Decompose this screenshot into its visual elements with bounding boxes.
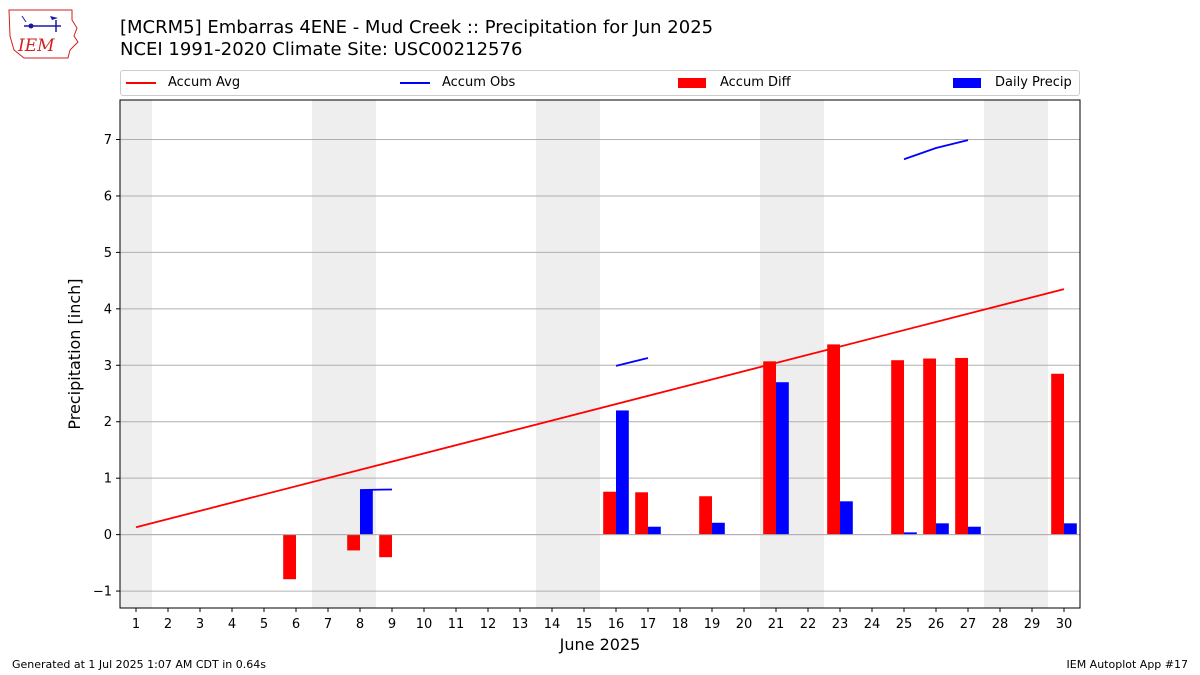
- daily-precip-bar: [1064, 523, 1077, 535]
- daily-precip-bar: [360, 490, 373, 535]
- accum-diff-bar: [283, 534, 296, 580]
- x-tick-label: 11: [448, 617, 465, 632]
- x-tick-label: 25: [896, 617, 913, 632]
- legend-swatch: [953, 78, 981, 88]
- x-tick-label: 1: [132, 617, 140, 632]
- x-tick-label: 2: [164, 617, 172, 632]
- x-tick-label: 14: [544, 617, 561, 632]
- daily-precip-bar: [616, 410, 629, 535]
- x-tick-label: 4: [228, 617, 236, 632]
- iem-state-logo-icon: [8, 9, 79, 59]
- legend-label: Accum Obs: [442, 75, 516, 90]
- legend-swatch: [400, 82, 430, 84]
- x-tick-label: 20: [736, 617, 753, 632]
- x-tick-label: 22: [800, 617, 817, 632]
- legend-swatch: [678, 78, 706, 88]
- y-tick-label: 2: [104, 415, 112, 430]
- daily-precip-bar: [936, 523, 949, 535]
- x-tick-label: 10: [416, 617, 433, 632]
- x-tick-label: 9: [388, 617, 396, 632]
- x-tick-label: 5: [260, 617, 268, 632]
- daily-precip-bar: [712, 522, 725, 535]
- x-axis-label: June 2025: [559, 635, 641, 654]
- x-tick-label: 7: [324, 617, 332, 632]
- y-tick-label: 3: [104, 359, 112, 374]
- accum-diff-bar: [347, 534, 360, 551]
- weekend-band: [120, 100, 152, 608]
- accum-diff-bar: [1051, 373, 1064, 535]
- plot-frame: [119, 99, 1081, 609]
- footer-app: IEM Autoplot App #17: [1066, 658, 1189, 671]
- accum-diff-bar: [923, 358, 936, 535]
- weekend-shading: [120, 100, 1048, 608]
- x-tick-label: 16: [608, 617, 625, 632]
- accum-obs-line: [359, 488, 393, 491]
- accum-obs-line: [615, 357, 649, 367]
- x-tick-label: 26: [928, 617, 945, 632]
- daily-precip-bar: [904, 532, 917, 535]
- y-gridlines: [120, 139, 1080, 592]
- y-tick-label: 4: [104, 302, 112, 317]
- y-axis-label: Precipitation [inch]: [65, 278, 84, 429]
- accum-diff-bar: [763, 361, 776, 535]
- x-tick-label: 24: [864, 617, 881, 632]
- x-tick-label: 23: [832, 617, 849, 632]
- x-tick-label: 19: [704, 617, 721, 632]
- chart-title: [MCRM5] Embarras 4ENE - Mud Creek :: Pre…: [120, 17, 714, 38]
- y-tick-label: 6: [104, 189, 112, 204]
- x-tick-label: 18: [672, 617, 689, 632]
- bar-series: [120, 344, 1080, 580]
- y-tick-label: 7: [104, 133, 112, 148]
- y-tick-label: 5: [104, 246, 112, 261]
- plot-border: [119, 99, 1081, 609]
- x-tick-label: 28: [992, 617, 1009, 632]
- accum-diff-bar: [955, 357, 968, 535]
- accum-diff-bar: [603, 491, 616, 535]
- chart-legend: Accum Avg Accum Obs Accum Diff Daily Pre…: [120, 70, 1080, 96]
- daily-precip-bar: [968, 526, 981, 535]
- x-tick-label: 15: [576, 617, 593, 632]
- daily-precip-bar: [840, 501, 853, 535]
- x-tick-label: 27: [960, 617, 977, 632]
- accum-avg-line: [135, 288, 1065, 529]
- accum-diff-bar: [891, 360, 904, 535]
- x-tick-label: 13: [512, 617, 529, 632]
- iem-logo-text: IEM: [17, 36, 55, 56]
- footer-generated: Generated at 1 Jul 2025 1:07 AM CDT in 0…: [12, 658, 266, 671]
- x-tick-label: 17: [640, 617, 657, 632]
- x-tick-label: 29: [1024, 617, 1041, 632]
- accum-diff-bar: [827, 344, 840, 535]
- line-series: [135, 139, 1065, 529]
- accum-diff-bar: [699, 496, 712, 535]
- accum-diff-bar: [379, 534, 392, 558]
- weekend-band: [536, 100, 600, 608]
- daily-precip-bar: [776, 382, 789, 535]
- x-tick-label: 6: [292, 617, 300, 632]
- x-tick-label: 21: [768, 617, 785, 632]
- legend-label: Daily Precip: [995, 75, 1072, 90]
- legend-label: Accum Avg: [168, 75, 241, 90]
- weekend-band: [984, 100, 1048, 608]
- y-tick-label: 1: [104, 472, 112, 487]
- legend-swatch: [126, 82, 156, 84]
- iem-logo: IEM: [8, 9, 79, 59]
- x-tick-label: 12: [480, 617, 497, 632]
- chart-subtitle: NCEI 1991-2020 Climate Site: USC00212576: [120, 39, 523, 60]
- y-tick-label: 0: [104, 528, 112, 543]
- legend-label: Accum Diff: [720, 75, 791, 90]
- y-tick-label: −1: [93, 585, 112, 600]
- daily-precip-bar: [648, 526, 661, 535]
- x-tick-label: 30: [1056, 617, 1073, 632]
- x-tick-label: 8: [356, 617, 364, 632]
- x-tick-label: 3: [196, 617, 204, 632]
- accum-obs-line: [903, 139, 969, 161]
- accum-diff-bar: [635, 492, 648, 535]
